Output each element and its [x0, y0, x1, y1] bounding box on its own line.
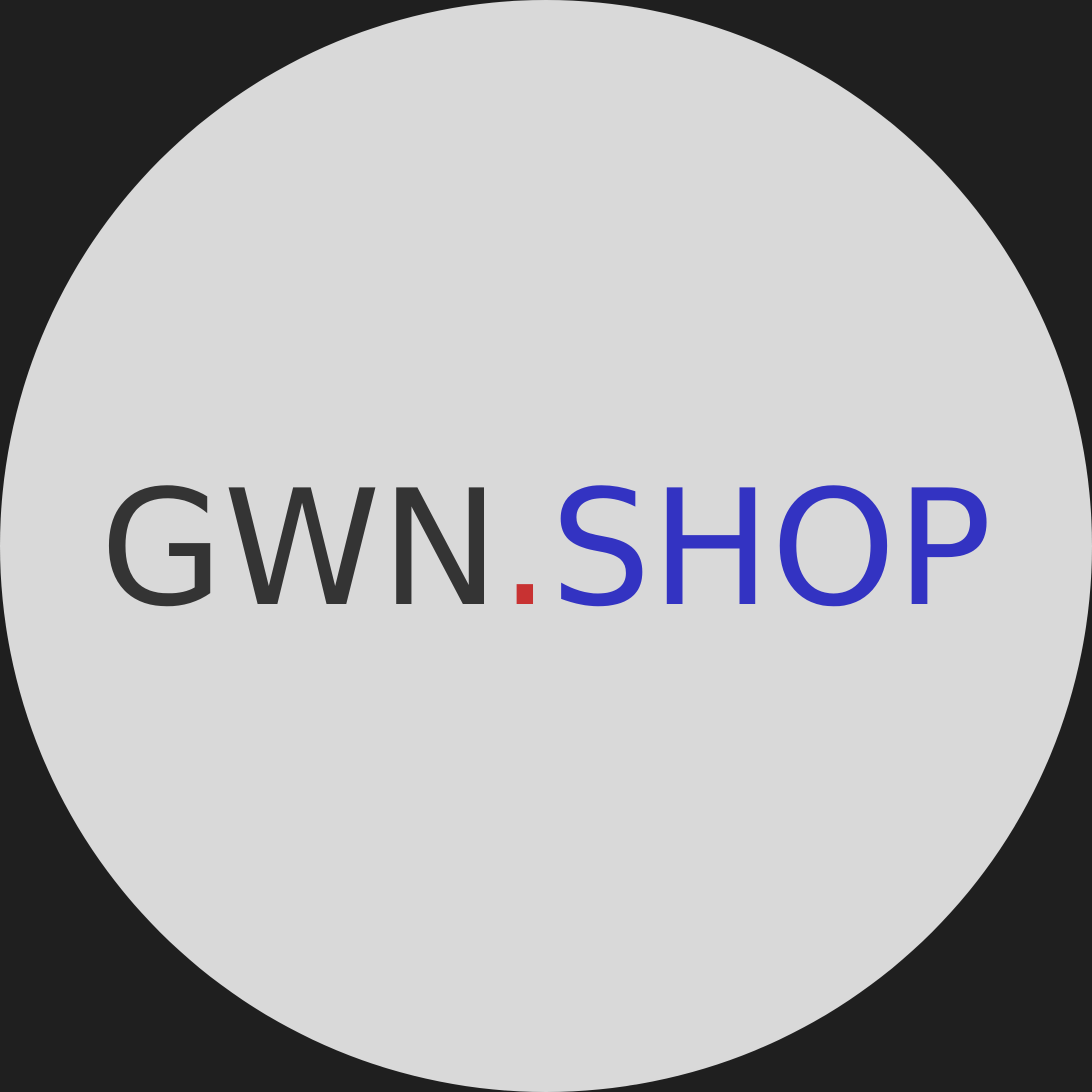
- logo-primary-text: GWN: [100, 455, 500, 642]
- logo-separator-dot: .: [500, 455, 551, 642]
- logo-text: GWN.SHOP: [100, 455, 992, 642]
- logo-secondary-text: SHOP: [550, 455, 992, 642]
